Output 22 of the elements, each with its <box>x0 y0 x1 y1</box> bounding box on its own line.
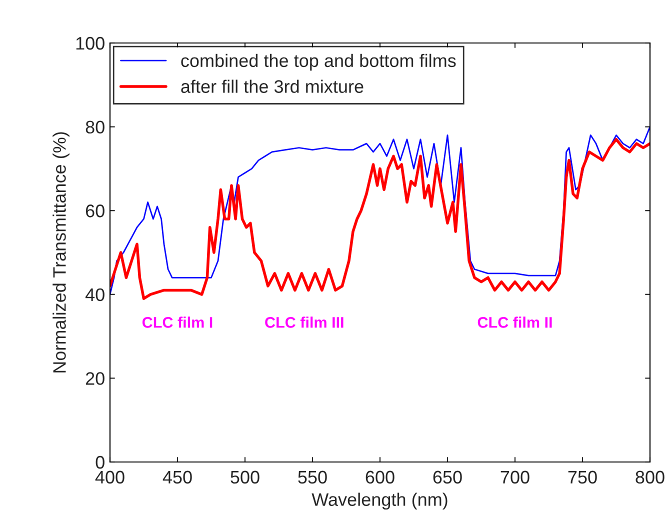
x-tick-label: 450 <box>162 470 192 484</box>
x-tick-label: 750 <box>568 470 597 484</box>
x-axis-title: Wavelength (nm) <box>312 492 448 510</box>
x-tick-label: 800 <box>636 470 664 484</box>
y-tick-label: 80 <box>86 120 104 134</box>
y-tick-label: 20 <box>86 372 104 385</box>
y-tick-label: 0 <box>96 456 104 469</box>
annotation: CLC film I <box>142 316 212 328</box>
x-tick-label: 700 <box>500 470 530 484</box>
x-tick-label: 400 <box>95 470 124 484</box>
legend-label: after fill the 3rd mixture <box>181 80 364 93</box>
x-tick-label: 500 <box>230 470 260 484</box>
annotation: CLC film II <box>478 316 552 328</box>
x-tick-label: 600 <box>366 470 394 484</box>
y-tick-label: 40 <box>85 288 104 302</box>
annotation: CLC film III <box>265 316 344 328</box>
y-tick-label: 100 <box>76 36 104 50</box>
y-tick-label: 60 <box>86 204 104 218</box>
x-tick-label: 550 <box>298 470 327 484</box>
x-tick-label: 650 <box>433 470 462 484</box>
legend-label: combined the top and bottom films <box>181 54 456 71</box>
y-axis-title: Normalized Transmittance (%) <box>52 132 70 372</box>
